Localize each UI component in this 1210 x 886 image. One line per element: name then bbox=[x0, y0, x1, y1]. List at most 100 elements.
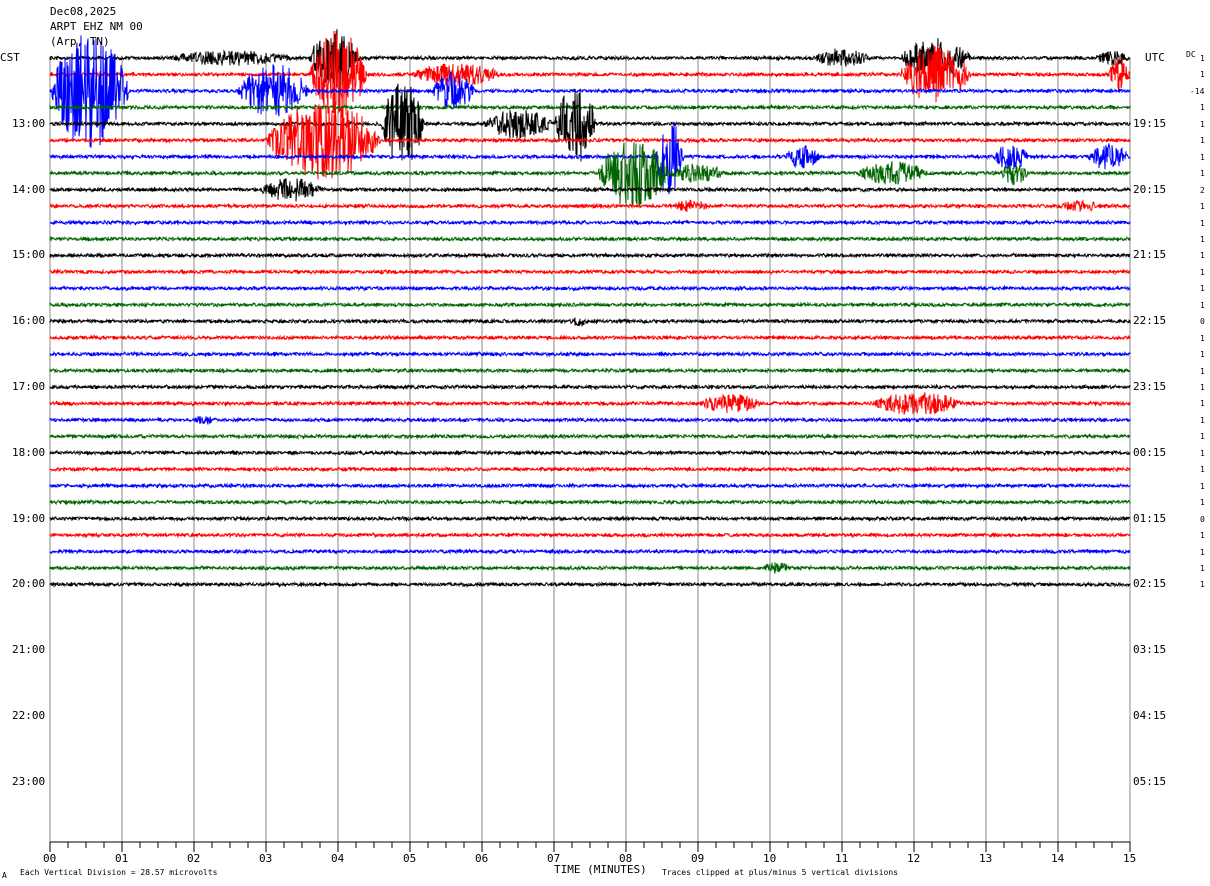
trace-5 bbox=[49, 102, 1131, 180]
trace-scale-label: 1 bbox=[1200, 448, 1205, 458]
right-hour-label: 23:15 bbox=[1133, 380, 1167, 393]
trace-11 bbox=[49, 235, 1131, 243]
x-tick-label: 06 bbox=[475, 852, 489, 865]
trace-17 bbox=[49, 334, 1131, 342]
trace-10 bbox=[49, 218, 1131, 227]
right-hour-label: 05:15 bbox=[1133, 774, 1167, 788]
header-date: Dec08,2025 bbox=[50, 5, 117, 18]
trace-scale-label: 0 bbox=[1200, 317, 1205, 327]
left-hour-label: 20:00 bbox=[12, 577, 46, 591]
trace-scale-label: 2 bbox=[1200, 185, 1205, 195]
x-axis-title: TIME (MINUTES) bbox=[554, 863, 647, 876]
right-hour-label: 03:15 bbox=[1133, 643, 1167, 657]
trace-scale-label: 1 bbox=[1200, 119, 1205, 129]
division-note: Each Vertical Division = 28.57 microvolt… bbox=[20, 868, 218, 877]
trace-scale-label: 1 bbox=[1200, 103, 1205, 113]
trace-8 bbox=[49, 178, 1131, 202]
trace-scale-label: 1 bbox=[1200, 481, 1205, 491]
x-tick-label: 10 bbox=[763, 852, 777, 865]
trace-scale-label: 1 bbox=[1200, 70, 1205, 80]
trace-scale-label: 1 bbox=[1200, 350, 1205, 360]
right-timezone-label: UTC bbox=[1145, 51, 1165, 64]
trace-9 bbox=[49, 199, 1131, 213]
seismic-traces bbox=[49, 29, 1131, 588]
scale-column-header: DC bbox=[1186, 50, 1196, 59]
left-hour-label: 22:00 bbox=[12, 709, 46, 722]
trace-scale-label: 1 bbox=[1200, 531, 1205, 541]
trace-scale-label: 1 bbox=[1200, 399, 1205, 409]
trace-4 bbox=[49, 83, 1131, 162]
x-tick-label: 05 bbox=[403, 852, 417, 865]
trace-scale-label: 1 bbox=[1200, 333, 1205, 343]
left-hour-label: 21:00 bbox=[12, 643, 46, 657]
x-tick-label: 09 bbox=[691, 852, 705, 865]
right-hour-label: 02:15 bbox=[1133, 577, 1167, 591]
trace-scale-label: 1 bbox=[1200, 152, 1205, 162]
left-hour-label: 23:00 bbox=[12, 774, 46, 788]
x-tick-label: 14 bbox=[1051, 852, 1065, 865]
trace-scale-label: 0 bbox=[1200, 514, 1205, 524]
trace-scale-label: 1 bbox=[1200, 136, 1205, 146]
trace-24 bbox=[49, 449, 1131, 457]
trace-26 bbox=[49, 482, 1131, 490]
trace-21 bbox=[49, 392, 1131, 415]
trace-scale-label: 1 bbox=[1200, 432, 1205, 442]
left-hour-label: 16:00 bbox=[12, 314, 46, 328]
trace-18 bbox=[49, 350, 1131, 358]
trace-14 bbox=[49, 284, 1131, 292]
x-tick-label: 15 bbox=[1123, 852, 1137, 865]
right-hour-label: 19:15 bbox=[1133, 116, 1167, 130]
trace-19 bbox=[49, 367, 1131, 375]
trace-scale-label: 1 bbox=[1200, 547, 1205, 557]
left-hour-label: 15:00 bbox=[12, 248, 46, 262]
station-location: (Arp, TN) bbox=[50, 35, 110, 48]
trace-scale-label: 1 bbox=[1200, 383, 1205, 392]
right-hour-label: 01:15 bbox=[1133, 511, 1167, 525]
left-hour-label: 18:00 bbox=[12, 445, 46, 459]
trace-scale-label: 1 bbox=[1200, 563, 1205, 573]
trace-scale-label: 1 bbox=[1200, 580, 1205, 590]
x-tick-label: 13 bbox=[979, 852, 993, 865]
left-timezone-label: CST bbox=[0, 51, 20, 64]
trace-25 bbox=[49, 465, 1131, 473]
trace-30 bbox=[49, 547, 1131, 555]
trace-scale-label: 1 bbox=[1200, 415, 1205, 425]
x-tick-label: 11 bbox=[835, 852, 849, 865]
corner-mark: A bbox=[2, 871, 7, 880]
station-title: ARPT EHZ NM 00 bbox=[50, 20, 143, 33]
right-hour-label: 20:15 bbox=[1133, 182, 1167, 196]
trace-12 bbox=[49, 251, 1131, 259]
clip-note: Traces clipped at plus/minus 5 vertical … bbox=[662, 868, 899, 877]
left-hour-label: 13:00 bbox=[12, 116, 46, 130]
x-tick-label: 08 bbox=[619, 852, 633, 865]
left-hour-label: 17:00 bbox=[12, 380, 46, 393]
trace-1 bbox=[49, 30, 1131, 119]
trace-scale-label: 1 bbox=[1200, 251, 1205, 261]
trace-scale-label: 1 bbox=[1200, 234, 1205, 244]
time-axis bbox=[49, 841, 1131, 852]
x-tick-label: 00 bbox=[43, 852, 57, 865]
x-tick-label: 04 bbox=[331, 852, 345, 865]
trace-scale-label: 1 bbox=[1200, 284, 1205, 294]
right-hour-label: 21:15 bbox=[1133, 248, 1167, 262]
x-tick-label: 01 bbox=[115, 852, 129, 865]
x-tick-label: 02 bbox=[187, 852, 201, 865]
trace-scale-label: 1 bbox=[1200, 465, 1205, 475]
trace-scale-label: -14 bbox=[1190, 86, 1205, 96]
trace-31 bbox=[49, 562, 1131, 574]
trace-scale-label: 1 bbox=[1200, 300, 1205, 310]
right-hour-label: 00:15 bbox=[1133, 445, 1167, 459]
left-hour-label: 19:00 bbox=[12, 511, 46, 525]
trace-20 bbox=[49, 383, 1131, 391]
trace-2 bbox=[49, 35, 1131, 148]
trace-27 bbox=[49, 498, 1131, 506]
trace-7 bbox=[49, 142, 1131, 207]
trace-scale-label: 1 bbox=[1200, 169, 1205, 179]
trace-32 bbox=[49, 580, 1131, 588]
trace-16 bbox=[49, 317, 1131, 328]
trace-scale-label: 1 bbox=[1200, 267, 1205, 277]
left-hour-label: 14:00 bbox=[12, 182, 46, 196]
minute-grid bbox=[49, 58, 1131, 842]
trace-scale-label: 1 bbox=[1200, 498, 1205, 508]
